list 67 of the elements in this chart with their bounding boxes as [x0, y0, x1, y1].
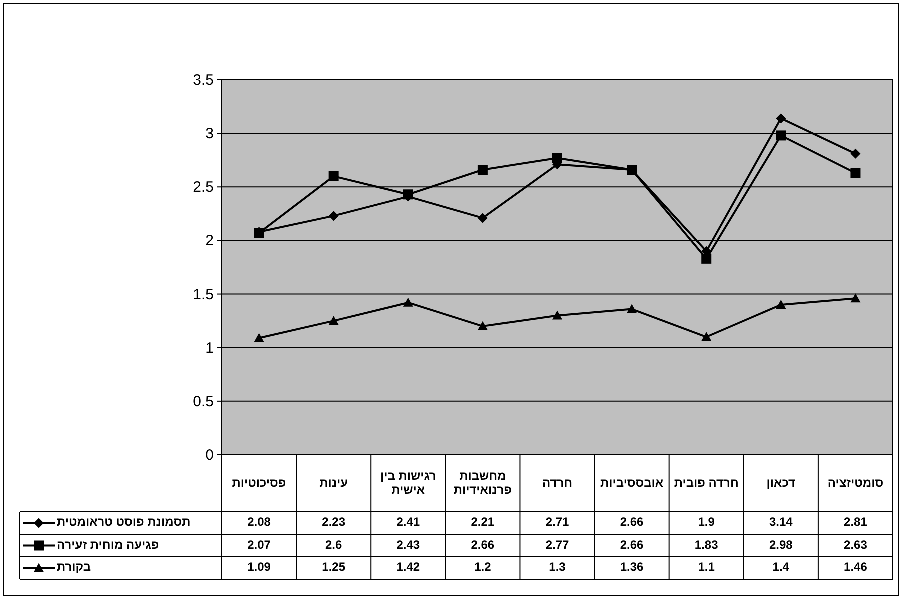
data-label: 1.2	[474, 560, 492, 576]
point	[702, 332, 712, 342]
data-label: 1.9	[698, 515, 715, 530]
data-label: 2.6	[325, 538, 342, 553]
data-label: 2.07	[248, 538, 271, 553]
data-label: 2.43	[396, 538, 420, 553]
data-label: 2.41	[396, 515, 420, 530]
data-label: 1.46	[844, 560, 868, 576]
y-tick-label: 3.5	[193, 72, 214, 89]
y-tick-label: 1.5	[193, 286, 214, 304]
x-tick-label: מחשבות פרנואידיות	[452, 468, 514, 498]
legend-label: פגיעה מוחית זעירה	[57, 538, 160, 553]
point	[627, 165, 638, 175]
point	[328, 316, 339, 326]
point	[702, 254, 712, 264]
point	[776, 130, 786, 141]
data-label: 2.71	[546, 515, 570, 530]
x-tick-label: חרדה	[542, 476, 573, 490]
point	[850, 148, 861, 159]
data-label: 1.83	[694, 538, 718, 553]
data-label: 2.08	[248, 515, 271, 530]
point	[627, 304, 638, 314]
data-label: 2.66	[620, 538, 644, 553]
data-label: 1.1	[698, 560, 715, 576]
data-label: 2.77	[546, 538, 570, 553]
x-tick-label: סומטיזציה	[828, 476, 884, 490]
x-tick-label: עינות	[320, 476, 348, 490]
data-label: 2.66	[620, 515, 644, 530]
data-label: 1.09	[248, 560, 271, 576]
x-tick-label: חרדה פובית	[674, 476, 739, 490]
data-label: 1.25	[322, 560, 346, 576]
point	[328, 171, 339, 182]
y-tick-label: 0	[206, 447, 214, 464]
y-tick-label: 3	[206, 126, 214, 143]
point	[478, 165, 488, 175]
x-tick-label: פסיכוטיות	[232, 476, 286, 490]
legend-label: בקורת	[57, 560, 92, 576]
data-label: 1.3	[549, 560, 566, 576]
data-label: 1.42	[396, 560, 420, 576]
legend-label: תסמונת פוסט טראומטית	[57, 515, 191, 530]
y-tick-label: 2.5	[193, 179, 214, 196]
point	[552, 310, 562, 320]
data-label: 1.4	[772, 560, 790, 576]
point	[478, 213, 488, 224]
x-tick-label: רגישות בין אישית	[379, 468, 438, 498]
x-tick-label: דכאון	[766, 476, 796, 490]
y-tick-label: 2	[206, 232, 214, 250]
data-label: 1.36	[620, 560, 644, 576]
y-tick-label: 0.5	[193, 393, 214, 410]
data-label: 3.14	[769, 515, 793, 530]
point	[850, 168, 861, 178]
data-label: 2.81	[844, 515, 868, 530]
point	[776, 300, 786, 309]
data-label: 2.66	[471, 538, 495, 553]
data-label: 2.23	[322, 515, 346, 530]
point	[328, 211, 339, 222]
x-tick-label: אובססיביות	[600, 476, 664, 490]
data-label: 2.63	[844, 538, 868, 553]
data-label: 2.21	[471, 515, 495, 530]
point	[552, 153, 562, 164]
y-tick-label: 1	[206, 340, 214, 357]
point	[403, 298, 414, 307]
point	[850, 294, 861, 303]
data-label: 2.98	[769, 538, 793, 553]
point	[478, 321, 488, 330]
point	[776, 114, 786, 124]
point	[254, 333, 264, 342]
